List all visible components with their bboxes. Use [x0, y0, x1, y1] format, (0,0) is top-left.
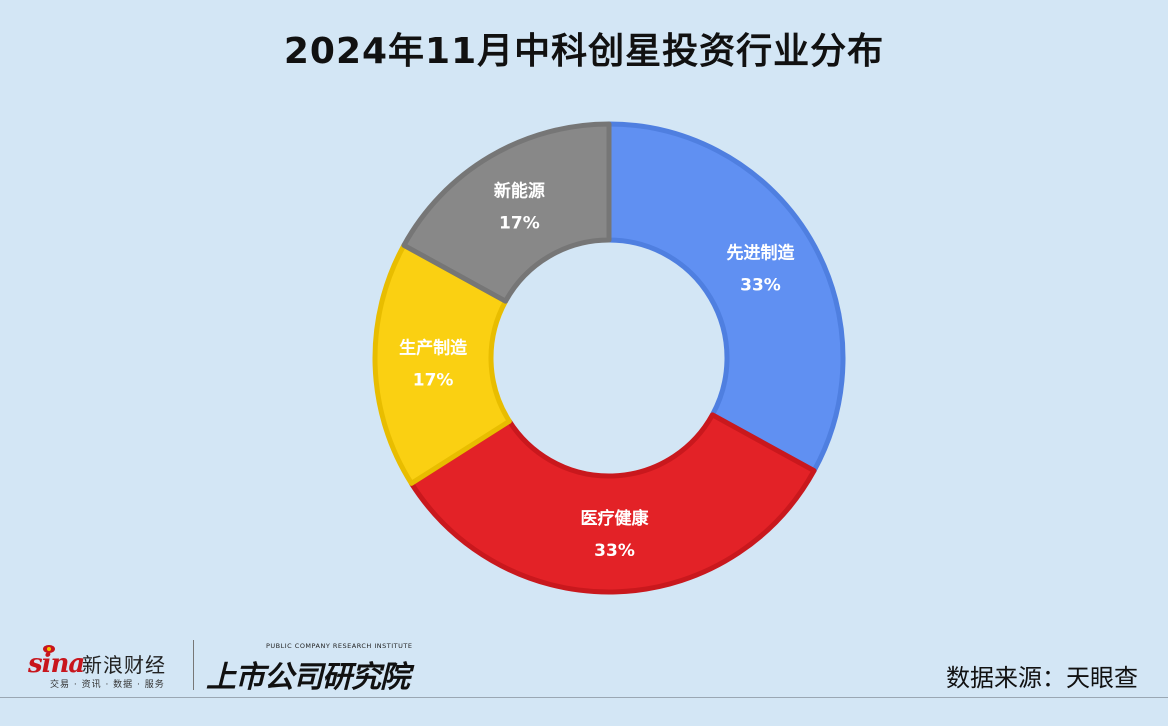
- slice-3: [372, 242, 512, 486]
- slice-category-label: 医疗健康: [581, 508, 650, 529]
- slice-1: [606, 121, 846, 474]
- sina-eye-icon: [43, 645, 55, 653]
- slice-percent-label: 33%: [740, 275, 781, 295]
- logo-divider: [193, 640, 194, 690]
- slice-4: [401, 121, 612, 304]
- slice-percent-label: 17%: [499, 214, 540, 234]
- sina-finance-logo: sina 新浪财经 交易 · 资讯 · 数据 · 服务: [28, 643, 188, 691]
- slice-percent-label: 33%: [594, 541, 635, 561]
- slice-category-label: 生产制造: [399, 338, 468, 359]
- slice-percent-label: 17%: [413, 371, 454, 391]
- slice-category-label: 新能源: [494, 181, 545, 202]
- institute-chinese-name: 上市公司研究院: [206, 660, 410, 695]
- chart-title: 2024年11月中科创星投资行业分布: [283, 31, 885, 72]
- footer-divider: [0, 697, 1168, 698]
- institute-english-name: PUBLIC COMPANY RESEARCH INSTITUTE: [266, 642, 413, 650]
- sina-finance-name: 新浪财经: [82, 653, 166, 677]
- sina-wordmark: sina: [28, 649, 85, 679]
- research-institute-logo: PUBLIC COMPANY RESEARCH INSTITUTE 上市公司研究…: [206, 640, 436, 695]
- data-source: 数据来源：天眼查: [946, 664, 1138, 692]
- slice-2: [408, 412, 817, 595]
- sina-tagline: 交易 · 资讯 · 数据 · 服务: [50, 680, 165, 690]
- slice-category-label: 先进制造: [726, 242, 795, 263]
